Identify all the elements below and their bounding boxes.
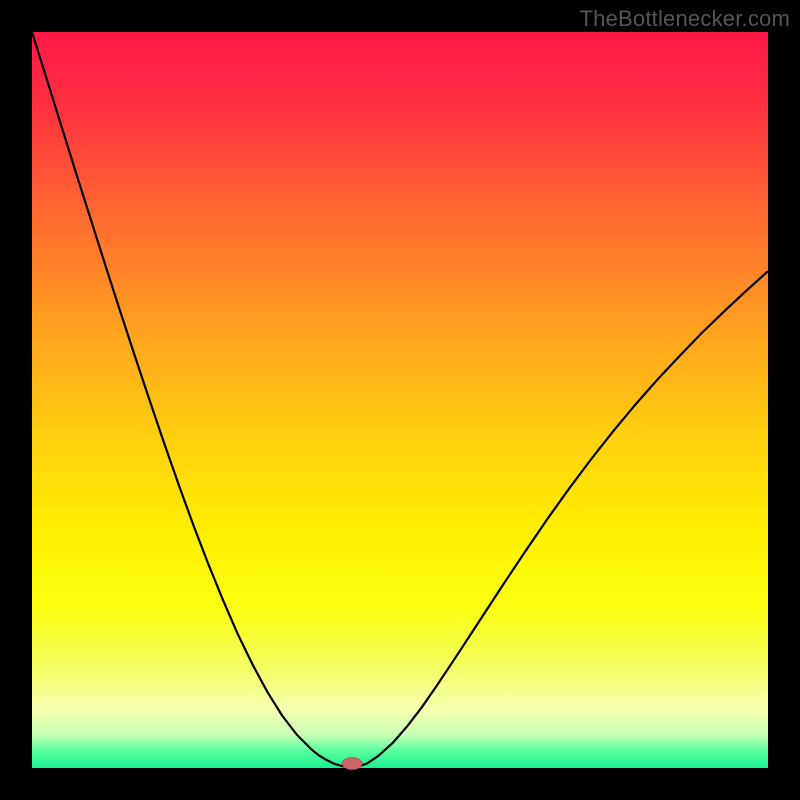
optimal-point [342,758,362,770]
watermark-label: TheBottlenecker.com [580,6,790,32]
plot-background [32,32,768,768]
chart-container: TheBottlenecker.com [0,0,800,800]
plot-svg [0,0,800,800]
